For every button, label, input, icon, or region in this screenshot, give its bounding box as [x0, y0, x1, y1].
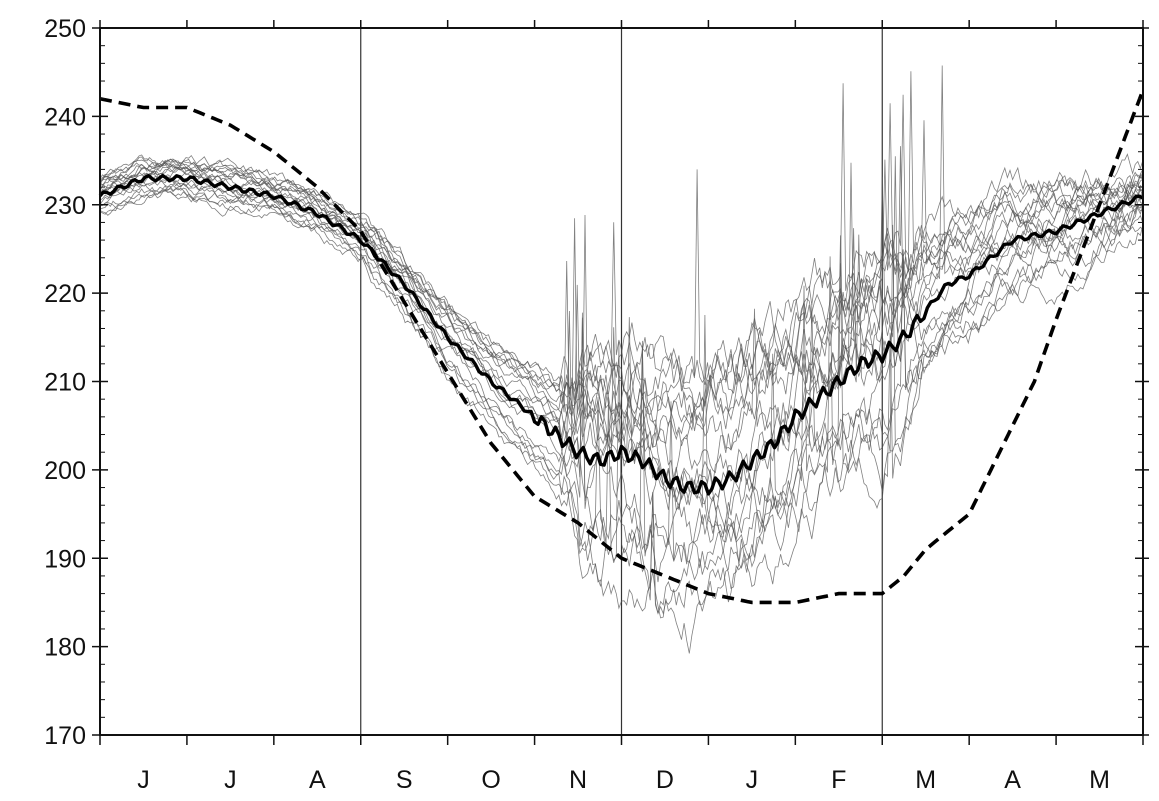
plot-frame: [99, 27, 1144, 736]
x-month-label: J: [224, 766, 237, 794]
ensemble-mean-line: [98, 173, 1144, 496]
x-month-label: D: [656, 766, 674, 794]
y-tick-label: 200: [44, 457, 86, 485]
ensemble-member-line: [99, 83, 1144, 448]
ensemble-member-line: [99, 71, 1144, 443]
y-tick-label: 170: [44, 722, 86, 750]
ensemble-member-line: [99, 156, 1144, 510]
y-tick-label: 250: [44, 15, 86, 43]
ensemble-member-line: [99, 185, 1144, 615]
ensemble-member-line: [99, 188, 1144, 590]
x-month-label: J: [746, 766, 759, 794]
y-tick-label: 220: [44, 280, 86, 308]
axes: 170 180 190 200 210 220 230 240 250 J J A S O N D J F M A M: [44, 15, 1149, 794]
ensemble-member-line: [99, 94, 1144, 425]
y-tick-label: 240: [44, 103, 86, 131]
ensemble-member-line: [99, 186, 1144, 654]
y-tick-label: 210: [44, 369, 86, 397]
x-month-label: F: [831, 766, 846, 794]
y-tick-label: 190: [44, 545, 86, 573]
ensemble-member-line: [99, 174, 1144, 534]
x-month-label: O: [481, 766, 500, 794]
ensemble-member-line: [99, 166, 1144, 453]
x-month-label: A: [1004, 766, 1021, 794]
y-tick-label: 230: [44, 192, 86, 220]
x-month-label: N: [569, 766, 587, 794]
y-tick-label: 180: [44, 634, 86, 662]
x-month-label: M: [1089, 766, 1110, 794]
dashed-envelope-line: [99, 89, 1145, 605]
ensemble-member-line: [99, 120, 1144, 487]
x-month-label: S: [396, 766, 413, 794]
series-lines: [98, 89, 1145, 605]
ensemble-members: [99, 65, 1144, 654]
x-month-label: A: [309, 766, 326, 794]
x-month-label: M: [915, 766, 936, 794]
ensemble-member-line: [99, 154, 1144, 416]
x-month-label: J: [137, 766, 150, 794]
ensemble-member-line: [99, 154, 1144, 436]
